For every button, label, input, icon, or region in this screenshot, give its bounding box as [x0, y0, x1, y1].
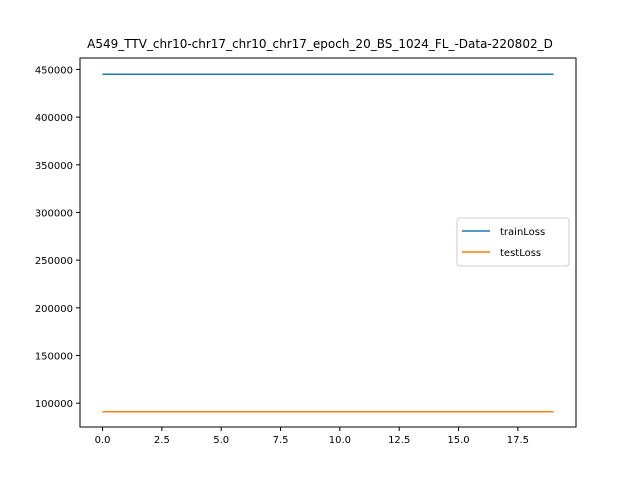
- y-axis: 100000 150000 200000 250000 300000 350000 4000…: [35, 65, 80, 410]
- legend-label-trainloss: trainLoss: [500, 227, 545, 238]
- x-tick-label: 10.0: [329, 435, 351, 446]
- x-tick-label: 7.5: [273, 435, 289, 446]
- y-tick-label: 250000: [35, 256, 73, 267]
- x-tick-label: 12.5: [388, 435, 410, 446]
- y-tick-label: 350000: [35, 161, 73, 172]
- y-tick-label: 100000: [35, 399, 73, 410]
- y-tick-label: 200000: [35, 304, 73, 315]
- y-tick-label: 150000: [35, 351, 73, 362]
- x-tick-label: 2.5: [154, 435, 170, 446]
- legend-label-testloss: testLoss: [500, 248, 541, 259]
- x-tick-label: 17.5: [507, 435, 529, 446]
- x-tick-label: 15.0: [447, 435, 469, 446]
- x-tick-label: 0.0: [95, 435, 111, 446]
- legend-box: [456, 217, 570, 267]
- chart-title: A549_TTV_chr10-chr17_chr10_chr17_epoch_2…: [87, 37, 553, 51]
- plot-frame: [79, 57, 577, 428]
- x-axis: 0.0 2.5 5.0 7.5 10.0 12.5 15.0 17.5: [95, 427, 529, 446]
- y-tick-label: 400000: [35, 113, 73, 124]
- x-tick-label: 5.0: [213, 435, 229, 446]
- y-tick-label: 450000: [35, 65, 73, 76]
- y-tick-label: 300000: [35, 208, 73, 219]
- series-layer: [102, 73, 554, 413]
- legend: trainLoss testLoss: [456, 217, 570, 267]
